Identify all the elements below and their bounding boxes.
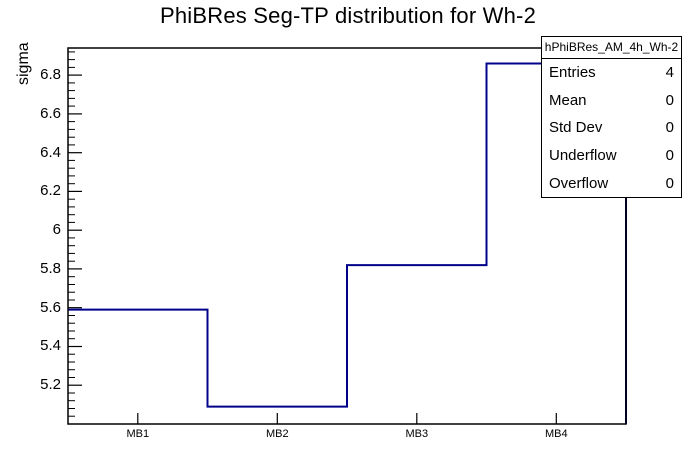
y-tick-label: 5.2: [40, 376, 61, 394]
stats-value: 4: [665, 64, 674, 82]
x-tick-label: MB3: [405, 428, 429, 440]
x-tick-label: MB2: [265, 428, 289, 440]
stats-label: Entries: [549, 64, 596, 82]
plot-frame: [67, 47, 627, 425]
y-tick-label: 6.2: [40, 182, 61, 200]
y-tick-label: 6.6: [40, 104, 61, 122]
stats-value: 0: [665, 147, 674, 165]
y-tick-label: 5.4: [40, 337, 61, 355]
y-tick-label: 6.8: [40, 66, 61, 84]
stats-value: 0: [665, 174, 674, 192]
chart-title: PhiBRes Seg-TP distribution for Wh-2: [159, 3, 537, 28]
stats-label: Overflow: [549, 174, 609, 192]
stats-value: 0: [665, 119, 674, 137]
y-tick-label: 5.8: [40, 259, 61, 277]
stats-value: 0: [665, 91, 674, 109]
x-tick-label: MB4: [544, 428, 568, 440]
stats-row-mean: Mean 0: [542, 87, 681, 115]
stats-row-overflow: Overflow 0: [542, 169, 681, 197]
stats-box-title: hPhiBRes_AM_4h_Wh-2: [542, 37, 681, 59]
y-tick-label: 6: [52, 221, 61, 239]
stats-label: Mean: [549, 91, 587, 109]
y-tick-label: 6.4: [40, 143, 61, 161]
stats-box: hPhiBRes_AM_4h_Wh-2 Entries 4 Mean 0 Std…: [541, 36, 682, 198]
x-tick-label: MB1: [126, 428, 150, 440]
stats-label: Std Dev: [549, 119, 603, 137]
stats-label: Underflow: [549, 147, 617, 165]
stats-row-entries: Entries 4: [542, 59, 681, 87]
stats-row-stddev: Std Dev 0: [542, 114, 681, 142]
stats-row-underflow: Underflow 0: [542, 142, 681, 170]
y-tick-label: 5.6: [40, 298, 61, 316]
